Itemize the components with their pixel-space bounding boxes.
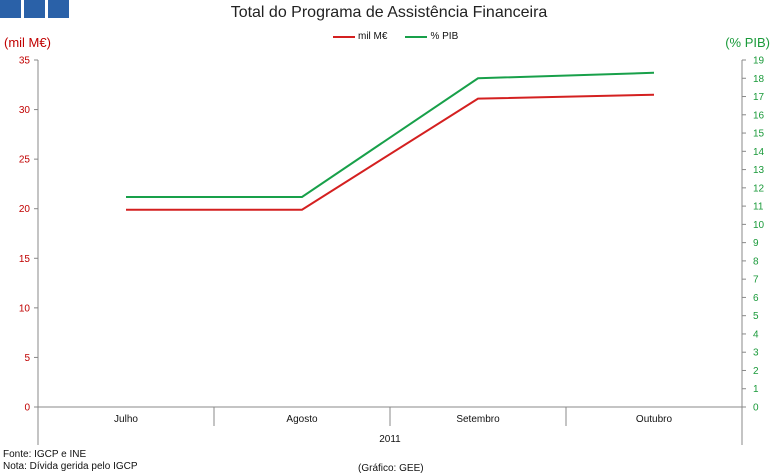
x-tick-label: Outubro [636,414,673,425]
right-y-tick-label: 2 [753,366,759,377]
chart-title: Total do Programa de Assistência Finance… [230,4,548,21]
series-line-eur [126,93,655,211]
footer-credit: (Gráfico: GEE) [358,463,424,474]
left-y-tick-label: 15 [19,254,31,265]
right-y-tick-label: 13 [753,165,765,176]
right-y-tick-label: 5 [753,311,759,322]
right-y-tick-label: 12 [753,183,765,194]
right-y-tick-label: 0 [753,403,759,414]
left-y-tick-label: 10 [19,303,31,314]
legend-label-pib: % PIB [430,31,459,42]
legend-swatch-pib [405,35,428,38]
left-axis-unit: (mil M€) [4,35,51,50]
left-y-tick-label: 20 [19,204,31,215]
footer-source: Fonte: IGCP e INE [3,449,87,460]
logo-block-1 [0,0,21,18]
right-y-tick-label: 10 [753,220,765,231]
x-tick-label: Julho [114,414,138,425]
right-y-tick-label: 15 [753,129,765,140]
left-y-tick-label: 25 [19,155,31,166]
right-axis-unit: (% PIB) [725,35,770,50]
right-y-tick-label: 9 [753,238,759,249]
left-y-tick-label: 35 [19,56,31,67]
left-y-tick-label: 5 [24,353,30,364]
left-y-tick-label: 30 [19,105,31,116]
right-y-tick-label: 4 [753,329,759,340]
right-y-tick-label: 14 [753,147,765,158]
series-line-pib [126,71,655,198]
x-tick-label: Agosto [286,414,318,425]
right-y-tick-label: 8 [753,256,759,267]
right-y-tick-label: 7 [753,275,759,286]
logo-block-3 [48,0,69,18]
logo-block-2 [24,0,45,18]
right-y-tick-label: 6 [753,293,759,304]
right-y-tick-label: 16 [753,110,765,121]
right-y-tick-label: 1 [753,384,759,395]
legend-label-eur: mil M€ [358,31,388,42]
right-y-tick-label: 17 [753,92,765,103]
x-tick-label: Setembro [456,414,500,425]
legend-swatch-eur [333,35,355,38]
legend-item-pib: % PIB [405,31,458,42]
right-y-tick-label: 18 [753,74,765,85]
legend-item-eur: mil M€ [333,31,387,42]
footer-note: Nota: Dívida gerida pelo IGCP [3,461,138,472]
right-y-tick-label: 3 [753,348,759,359]
right-y-tick-label: 11 [753,202,764,213]
left-y-tick-label: 0 [24,403,30,414]
right-y-tick-label: 19 [753,56,765,67]
legend: mil M€ % PIB [333,31,476,42]
x-year-label: 2011 [379,434,401,445]
